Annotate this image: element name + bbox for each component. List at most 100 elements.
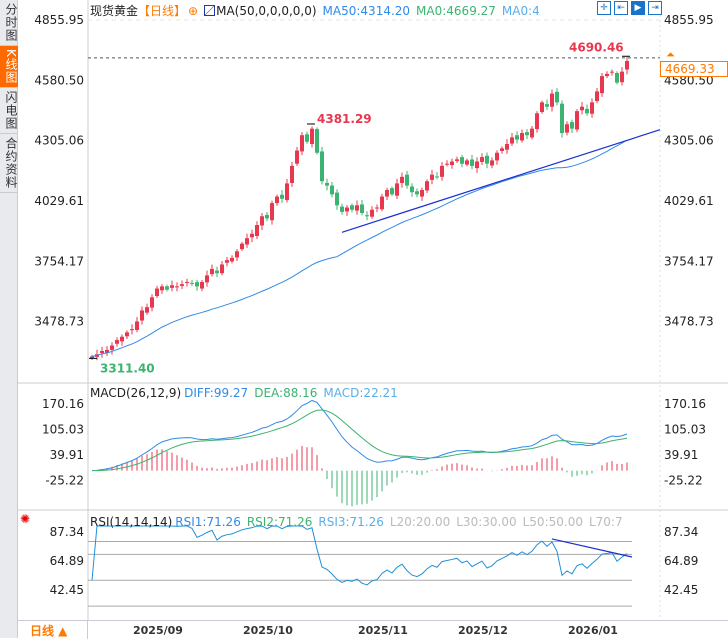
macd-axis-label-right: 170.16 [664,397,706,411]
tab-kline-chart[interactable]: K线图 [0,46,18,88]
candle-down [460,157,464,164]
rsi-l50: L50:50.00 [522,515,583,529]
candle-up [565,124,569,133]
candle-down [485,155,489,164]
candle-up [530,128,534,138]
trendline [341,129,661,233]
rsi-trendline [551,538,633,558]
rsi-l20: L20:20.00 [389,515,451,529]
candle-down [325,182,329,186]
macd-dea-line [91,409,628,472]
candle-down [405,174,409,186]
rsi-l70: L70:7 [588,515,623,529]
candle-up [505,143,509,150]
play-icon[interactable]: ▶ [631,1,645,15]
tab-contract-info[interactable]: 合约资料 [0,134,18,193]
candle-down [195,282,199,287]
candle-up [450,161,454,166]
macd-axis-label-left: 39.91 [50,448,84,462]
candle-up [455,159,459,162]
ma0-value-2: MA0:4 [501,4,540,18]
candle-down [320,151,324,182]
period-selector-label: 日线 ▲ [30,624,68,638]
candle-down [545,104,549,107]
ma0-value: MA0:4669.27 [416,4,496,18]
candle-up [110,345,114,350]
candle-up [580,106,584,111]
candle-up [375,207,379,209]
candle-up [275,196,279,204]
candle-down [360,204,364,213]
candle-up [290,165,294,183]
time-axis-label: 2025/11 [358,624,408,637]
candle-down [265,214,269,219]
price-axis-label-right: 3754.17 [664,254,714,268]
candle-up [115,340,119,344]
candle-down [570,122,574,129]
candle-up [90,356,94,359]
candle-up [520,133,524,141]
candle-up [500,148,504,151]
low-price-annotation: 3311.40 [100,361,155,375]
zoom-range-icon[interactable]: ⇤ [614,1,628,15]
candle-up [185,281,189,283]
high-price-annotation: 4381.29 [317,112,372,126]
toolbar: ✛ ⇤ ▶ ⇥ [597,1,662,15]
candle-down [165,286,169,290]
price-axis-label-right: 3478.73 [664,315,714,329]
price-axis-label-left: 4029.61 [34,194,84,208]
candle-up [260,216,264,226]
candle-up [130,329,134,331]
settings-icon[interactable]: ⊕ [188,4,199,18]
candle-down [515,135,519,140]
candle-up [310,128,314,144]
period-selector[interactable]: 日线 ▲ [18,621,88,639]
candle-up [145,307,149,313]
candle-down [470,159,474,166]
price-axis-label-left: 3754.17 [34,254,84,268]
time-axis-label: 2025/12 [458,624,508,637]
price-axis-label-left: 4580.50 [34,73,84,87]
candle-down [350,205,354,210]
rsi-axis-label-right: 64.89 [664,554,698,568]
time-axis-label: 2026/01 [568,624,618,637]
macd-dea: DEA:88.16 [254,386,318,400]
candle-down [555,91,559,103]
current-price-label: 4669.33 [660,61,728,77]
macd-diff: DIFF:99.27 [184,386,249,400]
candle-up [380,196,384,210]
ma50-line [91,139,628,357]
candle-down [525,132,529,136]
candle-up [170,285,174,288]
candle-up [595,91,599,102]
candle-up [600,76,604,94]
ma-indicator-icon[interactable] [204,5,216,16]
candle-down [305,134,309,142]
candle-up [605,73,609,77]
macd-axis-label-left: 170.16 [42,397,84,411]
candle-up [210,268,214,275]
candle-down [215,270,219,274]
candle-down [330,185,334,195]
macd-value: MACD:22.21 [323,386,398,400]
goto-end-icon[interactable]: ⇥ [648,1,662,15]
macd-axis-label-right: 39.91 [664,448,698,462]
rsi-line [91,525,628,586]
tab-flash-chart[interactable]: 闪电图 [0,88,18,134]
candle-down [335,192,339,206]
time-axis-label: 2025/10 [243,624,293,637]
candle-up [425,181,429,191]
tab-time-chart[interactable]: 分时图 [0,0,18,46]
candle-up [400,176,404,183]
ma50-value: MA50:4314.20 [322,4,411,18]
candle-up [420,189,424,197]
rsi-axis-label-right: 87.34 [664,525,698,539]
candle-down [340,206,344,212]
macd-name: MACD(26,12,9) [90,386,182,400]
candle-up [220,264,224,274]
candle-up [590,102,594,114]
candle-up [465,160,469,165]
rsi-settings-icon[interactable]: ✺ [20,512,31,526]
crosshair-icon[interactable]: ✛ [597,1,611,15]
